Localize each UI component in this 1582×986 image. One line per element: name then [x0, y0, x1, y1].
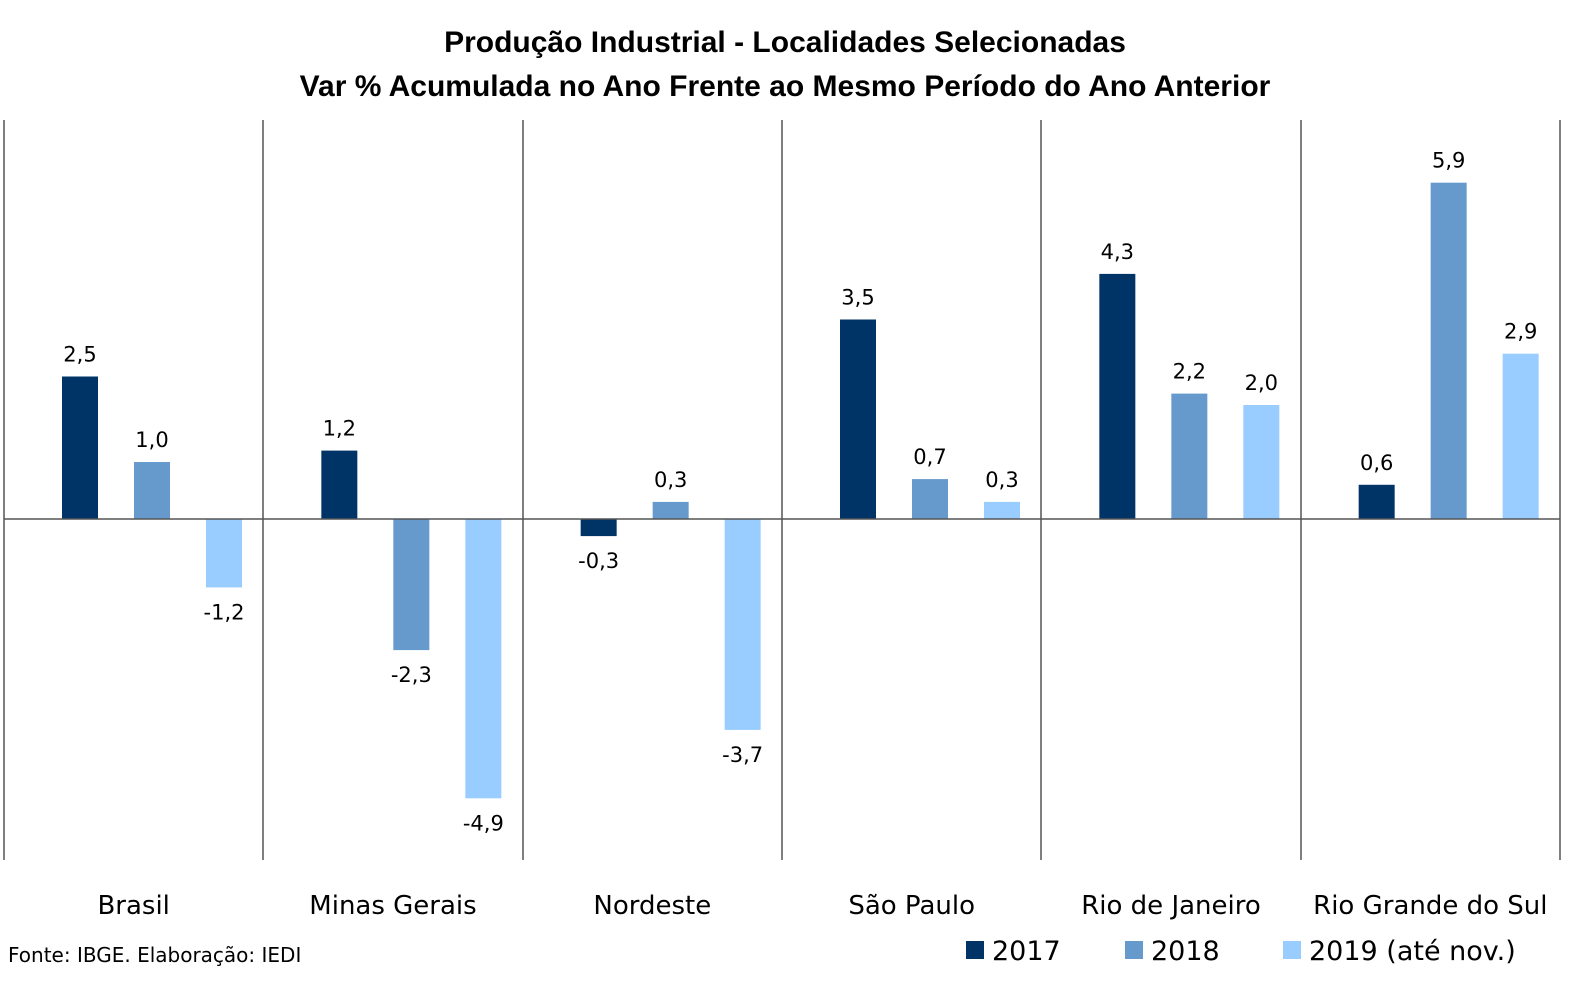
data-label: 2,5	[63, 343, 96, 367]
category-label: Rio de Janeiro	[1081, 891, 1261, 921]
bar-rio-grande-do-sul-2018	[1430, 182, 1467, 519]
bar-minas-gerais-2019-ate-nov	[465, 519, 502, 799]
bar-sao-paulo-2018	[912, 479, 948, 519]
category-label: São Paulo	[848, 891, 975, 921]
data-label: 0,6	[1360, 451, 1393, 475]
data-label: -3,7	[722, 743, 763, 767]
bar-brasil-2017	[62, 376, 98, 519]
data-label: -4,9	[463, 811, 504, 835]
category-label: Minas Gerais	[309, 891, 476, 921]
bar-sao-paulo-2019-ate-nov	[984, 501, 1020, 519]
bar-nordeste-2017	[580, 519, 617, 537]
bar-nordeste-2019-ate-nov	[724, 519, 761, 730]
data-label: 1,2	[323, 417, 356, 441]
data-label: -2,3	[391, 663, 432, 687]
legend-swatch-2019-ate-nov	[1283, 941, 1301, 959]
data-label: 2,0	[1245, 371, 1278, 395]
chart-title: Produção Industrial - Localidades Seleci…	[444, 26, 1126, 59]
legend-label: 2017	[992, 936, 1061, 967]
bar-nordeste-2018	[652, 501, 689, 519]
data-label: -1,2	[204, 600, 245, 624]
chart-subtitle: Var % Acumulada no Ano Frente ao Mesmo P…	[300, 70, 1271, 103]
data-label: 2,9	[1504, 320, 1537, 344]
bar-minas-gerais-2017	[321, 450, 358, 519]
bar-minas-gerais-2018	[393, 519, 430, 651]
legend-swatch-2017	[966, 941, 984, 959]
legend-label: 2019 (até nov.)	[1309, 936, 1516, 967]
legend-swatch-2018	[1125, 941, 1143, 959]
bar-rio-de-janeiro-2019-ate-nov	[1243, 405, 1280, 519]
data-label: 5,9	[1432, 149, 1465, 173]
data-label: 3,5	[841, 286, 874, 310]
data-label: 4,3	[1101, 240, 1134, 264]
category-label: Brasil	[97, 891, 169, 921]
data-label: 2,2	[1173, 360, 1206, 384]
legend: 2017 2018 2019 (até nov.)	[966, 936, 1516, 967]
legend-label: 2018	[1151, 936, 1220, 967]
category-label: Nordeste	[593, 891, 711, 921]
bar-brasil-2019-ate-nov	[206, 519, 242, 588]
plot-area: 2,5 1,0 -1,2 Brasil 1,2 -2,3 -4,9 Minas Gerais -…	[3, 120, 1561, 921]
data-label: 0,3	[985, 468, 1018, 492]
bar-sao-paulo-2017	[840, 319, 876, 519]
data-label: 1,0	[135, 428, 168, 452]
data-label: 0,3	[654, 468, 687, 492]
bar-rio-de-janeiro-2017	[1099, 273, 1136, 519]
category-label: Rio Grande do Sul	[1313, 891, 1547, 921]
source-note: Fonte: IBGE. Elaboração: IEDI	[8, 943, 301, 967]
data-label: 0,7	[913, 445, 946, 469]
bar-rio-grande-do-sul-2017	[1358, 484, 1395, 519]
data-label: -0,3	[578, 549, 619, 573]
bar-rio-de-janeiro-2018	[1171, 393, 1208, 519]
bar-brasil-2018	[134, 462, 170, 519]
bar-rio-grande-do-sul-2019-ate-nov	[1502, 353, 1539, 519]
